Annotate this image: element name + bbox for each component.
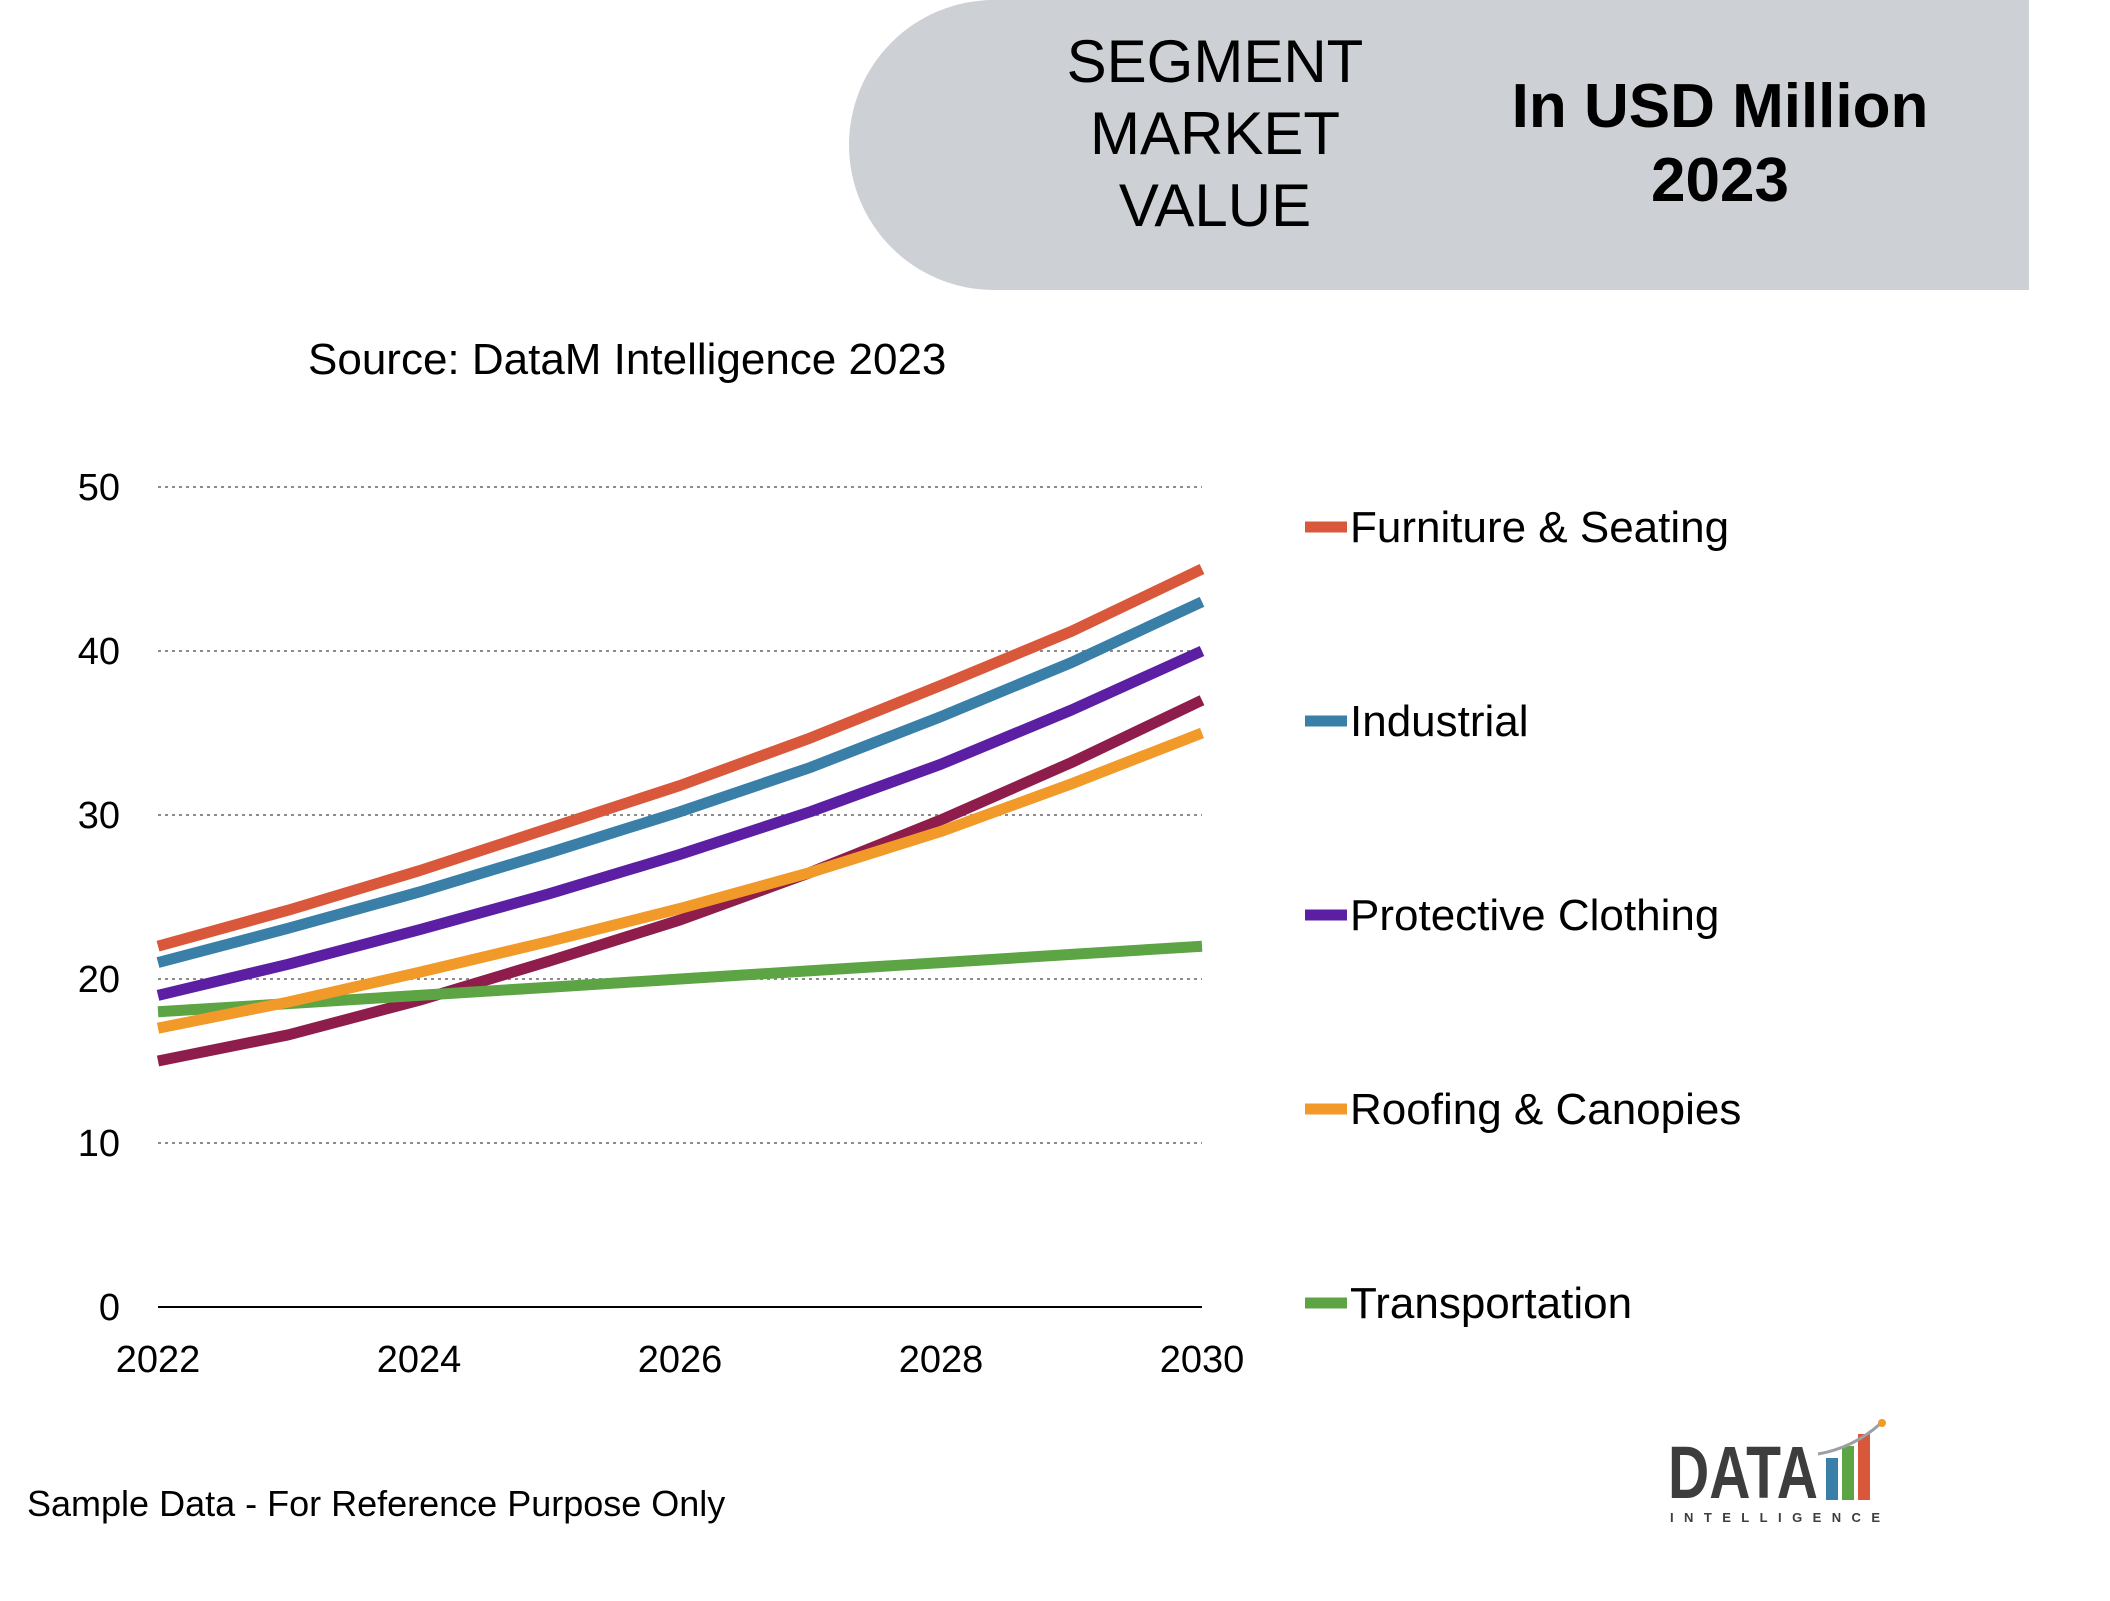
svg-text:DATA: DATA bbox=[1668, 1431, 1818, 1514]
x-tick-label: 2026 bbox=[638, 1339, 723, 1381]
segment-market-value-title: SEGMENT MARKET VALUE bbox=[1030, 26, 1400, 242]
y-tick-label: 50 bbox=[78, 467, 120, 509]
series-line-2 bbox=[156, 645, 1205, 1001]
unit-label-line-2: 2023 bbox=[1651, 146, 1789, 215]
unit-label-line-1: In USD Million bbox=[1511, 72, 1929, 141]
source-label: Source: DataM Intelligence 2023 bbox=[308, 335, 947, 384]
legend-label: Roofing & Canopies bbox=[1350, 1085, 1741, 1134]
segment-title-line-3: VALUE bbox=[1118, 172, 1312, 239]
series-line-1 bbox=[156, 596, 1205, 968]
datam-intelligence-logo: DATA INTELLIGENCE bbox=[1668, 1419, 1886, 1525]
series-line-4 bbox=[157, 940, 1203, 1018]
x-tick-label: 2030 bbox=[1160, 1339, 1245, 1381]
header-banner bbox=[849, 0, 2029, 290]
x-tick-label: 2028 bbox=[899, 1339, 984, 1381]
segment-title-line-2: MARKET bbox=[1089, 100, 1341, 167]
y-tick-label: 30 bbox=[78, 795, 120, 837]
series-lines bbox=[156, 564, 1205, 1067]
y-tick-label: 20 bbox=[78, 959, 120, 1001]
series-line-0 bbox=[156, 564, 1205, 952]
unit-label: In USD Million 2023 bbox=[1440, 70, 2000, 218]
legend-label: Furniture & Seating bbox=[1350, 503, 1729, 552]
series-line-3 bbox=[156, 727, 1204, 1034]
x-tick-label: 2022 bbox=[116, 1339, 201, 1381]
y-tick-label: 10 bbox=[78, 1123, 120, 1165]
footer-note: Sample Data - For Reference Purpose Only bbox=[27, 1483, 726, 1524]
x-tick-label: 2024 bbox=[377, 1339, 462, 1381]
segment-title-line-1: SEGMENT bbox=[1066, 28, 1364, 95]
y-tick-label: 40 bbox=[78, 631, 120, 673]
legend-label: Protective Clothing bbox=[1350, 891, 1719, 940]
y-tick-label: 0 bbox=[99, 1287, 120, 1329]
legend-label: Industrial bbox=[1350, 697, 1529, 746]
legend: Furniture & Seating Industrial Protective … bbox=[1305, 503, 1741, 1328]
legend-label: Transportation bbox=[1350, 1279, 1632, 1328]
series-line-5 bbox=[156, 695, 1205, 1067]
